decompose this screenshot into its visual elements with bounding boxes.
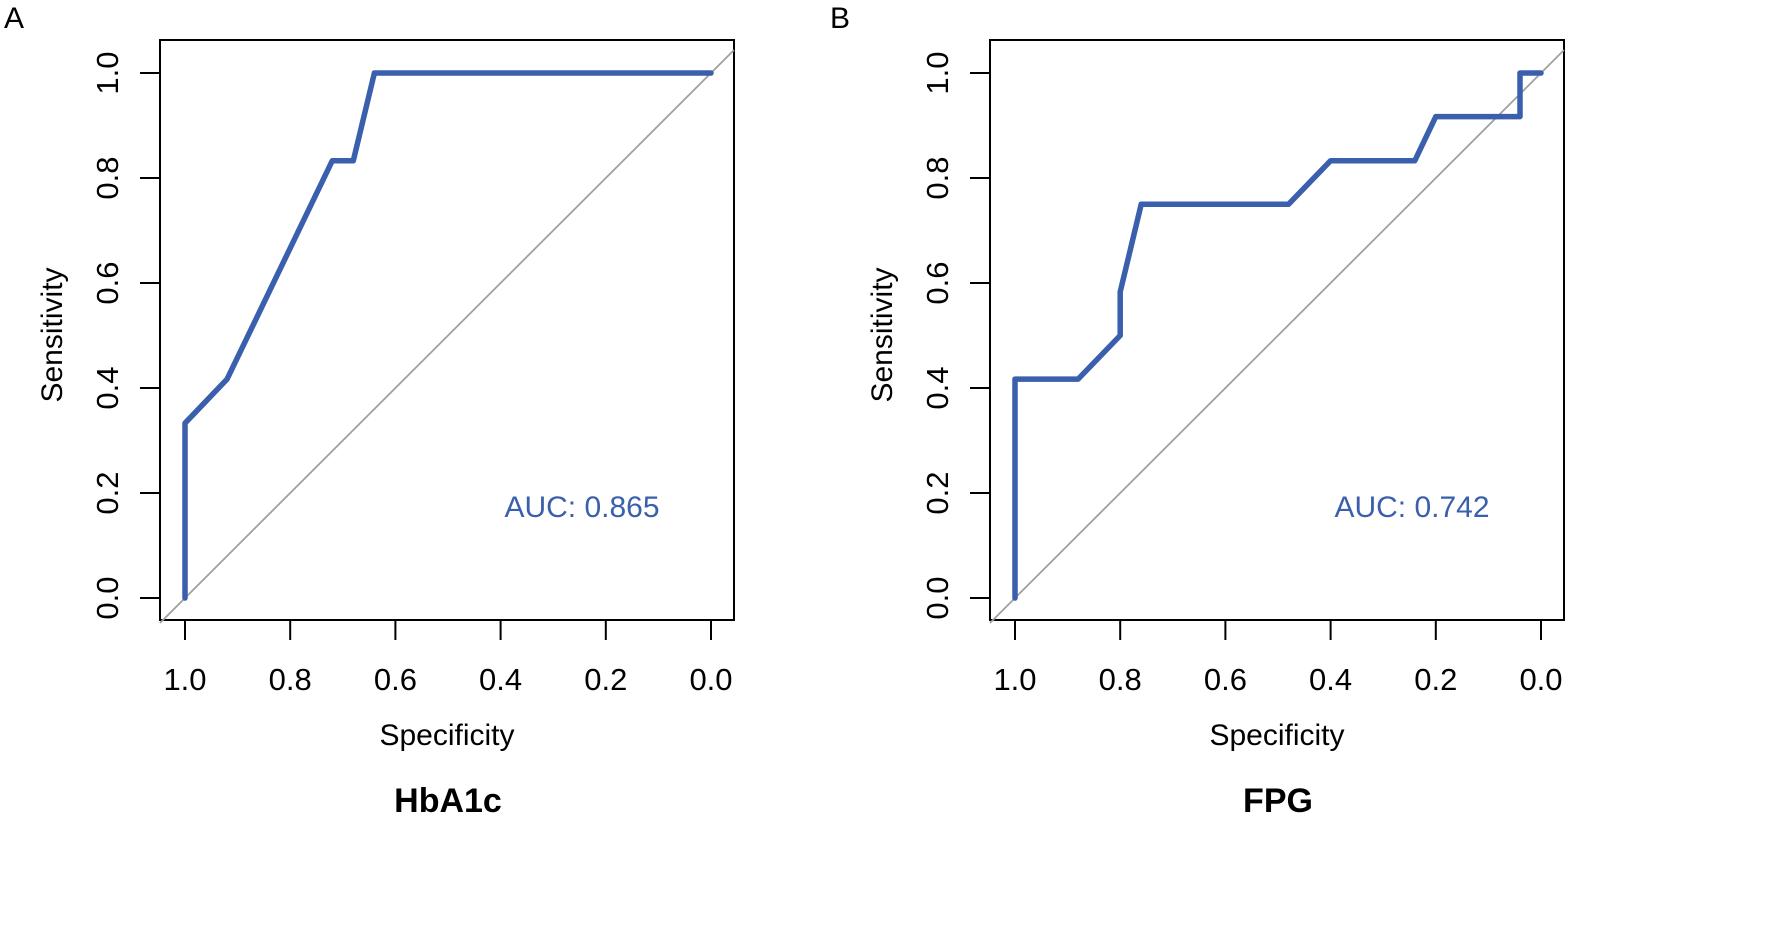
x-axis-label: Specificity [379, 719, 514, 752]
diagonal-reference-line [989, 49, 1565, 624]
x-tick-label: 0.6 [1204, 662, 1247, 697]
y-tick-label: 0.2 [920, 471, 955, 514]
x-tick-label: 0.0 [689, 662, 732, 697]
y-tick-label: 0.0 [920, 576, 955, 619]
x-tick-label: 0.4 [1309, 662, 1352, 697]
plot-frame [989, 39, 1565, 621]
x-tick-label: 0.4 [479, 662, 522, 697]
chart-panel-b: B 1.0 0.8 0.6 0.4 0.2 0.0 Specificity 0.0 0.2 0.4… [830, 0, 1716, 926]
auc-annotation: AUC: 0.742 [1334, 491, 1489, 524]
x-tick-label: 0.6 [374, 662, 417, 697]
roc-curve [1012, 70, 1544, 601]
panel-label: B [830, 2, 851, 35]
y-tick-label: 0.2 [90, 471, 125, 514]
panel-label: A [4, 2, 25, 35]
x-tick-label: 1.0 [993, 662, 1036, 697]
y-tick-label: 1.0 [920, 51, 955, 94]
x-tick-label: 0.0 [1519, 662, 1562, 697]
roc-curve [182, 70, 714, 601]
y-tick-label: 0.4 [90, 366, 125, 409]
y-tick-label: 0.6 [90, 261, 125, 304]
x-tick-label: 0.2 [584, 662, 627, 697]
auc-annotation: AUC: 0.865 [504, 491, 659, 524]
plot-frame [159, 39, 735, 621]
x-tick-label: 0.8 [1099, 662, 1142, 697]
y-tick-label: 0.0 [90, 576, 125, 619]
y-axis-label: Sensitivity [36, 267, 69, 402]
diagonal-reference-line [159, 49, 735, 624]
y-tick-label: 0.4 [920, 366, 955, 409]
chart-panel-a: A 1.0 0.8 0.6 0.4 0.2 0.0 Specificity 0.0 0.2 0.4… [4, 2, 735, 820]
y-axis-label: Sensitivity [866, 267, 899, 402]
x-tick-label: 1.0 [163, 662, 206, 697]
y-tick-label: 1.0 [90, 51, 125, 94]
x-tick-label: 0.2 [1414, 662, 1457, 697]
x-tick-label: 0.8 [269, 662, 312, 697]
y-tick-label: 0.6 [920, 261, 955, 304]
chart-caption: FPG [1243, 782, 1313, 820]
y-tick-label: 0.8 [90, 156, 125, 199]
roc-chart-svg: 1.0 0.8 0.6 0.4 0.2 0.0 Specificity 0.0 0.2 0.4 0.… [36, 39, 735, 752]
roc-chart-svg: 1.0 0.8 0.6 0.4 0.2 0.0 Specificity 0.0 0.2 0.4 0.… [866, 39, 1565, 752]
y-tick-label: 0.8 [920, 156, 955, 199]
chart-caption: HbA1c [394, 782, 502, 820]
x-axis-label: Specificity [1209, 719, 1344, 752]
